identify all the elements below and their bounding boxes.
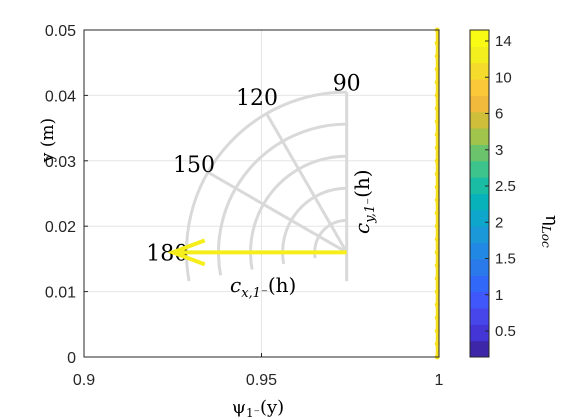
- colorbar-tick-label: 1: [495, 287, 503, 304]
- cy-sub: y,1⁻: [363, 198, 378, 224]
- colorbar-segment: [470, 62, 489, 80]
- colorbar-segment: [470, 177, 489, 194]
- colorbar-segment: [470, 111, 489, 129]
- cy-annotation: cy,1⁻(h): [350, 169, 378, 234]
- colorbar-tick-label: 0.5: [495, 323, 516, 340]
- colorbar-tick-label: 1.5: [495, 251, 516, 268]
- y-tick-label: 0.03: [45, 154, 76, 171]
- cy-arg: (h): [350, 169, 374, 198]
- colorbar: 0.5 1 1.5 2 2.5 3 6 10 14: [469, 29, 516, 358]
- cx-arg: (h): [268, 273, 297, 297]
- colorbar-label-main: η: [541, 215, 562, 226]
- colorbar-segment: [470, 291, 489, 309]
- y-tick-label: 0.01: [45, 285, 76, 302]
- x-tick-label: 0.95: [246, 372, 277, 389]
- axes: 0.9 0.95 1 0 0.01 0.02 0.03 0.04 0.05: [45, 23, 444, 389]
- y-tick-label: 0.02: [45, 219, 76, 236]
- polar-angle-label: 150: [173, 153, 215, 178]
- polar-ring: [184, 90, 347, 282]
- colorbar-segment: [470, 30, 489, 47]
- y-tick-label: 0.04: [45, 88, 76, 105]
- data-series: [434, 27, 440, 360]
- colorbar-tick-label: 2: [495, 214, 503, 231]
- colorbar-label-sub: Loc: [539, 225, 553, 248]
- colorbar-frame: [469, 29, 490, 358]
- colorbar-tick-label: 10: [495, 69, 512, 86]
- colorbar-tick-label: 2.5: [495, 178, 516, 195]
- colorbar-segment: [470, 46, 489, 64]
- x-axis-label-main: ψ: [232, 397, 246, 418]
- colorbar-segment: [470, 193, 489, 211]
- cx-main: c: [230, 273, 241, 297]
- y-axis-label: y (m): [38, 118, 58, 163]
- polar-angle-label: 120: [236, 86, 278, 111]
- colorbar-segment: [470, 340, 489, 358]
- colorbar-tick-label: 14: [495, 33, 512, 50]
- colorbar-tick-label: 3: [495, 142, 503, 159]
- cy-main: c: [350, 223, 374, 234]
- colorbar-segment: [470, 144, 489, 162]
- colorbar-segment: [470, 160, 489, 178]
- polar-angle-label: 90: [333, 72, 361, 97]
- y-tick-label: 0.05: [45, 23, 76, 40]
- colorbar-segment: [470, 95, 489, 113]
- cx-annotation: cx,1⁻(h): [230, 273, 296, 301]
- arrow-head: [167, 238, 206, 267]
- x-axis-label-sub: 1⁻: [246, 406, 260, 419]
- x-axis-label: ψ1⁻(y): [232, 397, 284, 419]
- colorbar-segment: [470, 275, 489, 293]
- polar-spoke: [265, 112, 348, 254]
- polar-spoke: [207, 170, 348, 254]
- colorbar-segment: [470, 79, 489, 96]
- x-tick-label: 1: [435, 372, 444, 389]
- colorbar-tick-label: 6: [495, 106, 503, 123]
- colorbar-segment: [470, 128, 489, 145]
- colorbar-segment: [470, 209, 489, 227]
- cx-sub: x,1⁻: [241, 286, 268, 301]
- polar-ring: [217, 122, 347, 276]
- colorbar-segment: [470, 258, 489, 276]
- polar-ring: [281, 186, 347, 265]
- colorbar-segment: [470, 307, 489, 325]
- polar-ring: [249, 154, 347, 270]
- y-tick-label: 0: [67, 350, 76, 367]
- colorbar-segment: [470, 324, 489, 342]
- colorbar-segment: [470, 226, 489, 244]
- x-axis-label-arg: (y): [260, 397, 284, 418]
- colorbar-segment: [470, 242, 489, 260]
- x-tick-label: 0.9: [73, 372, 95, 389]
- colorbar-label: ηLoc: [539, 215, 562, 248]
